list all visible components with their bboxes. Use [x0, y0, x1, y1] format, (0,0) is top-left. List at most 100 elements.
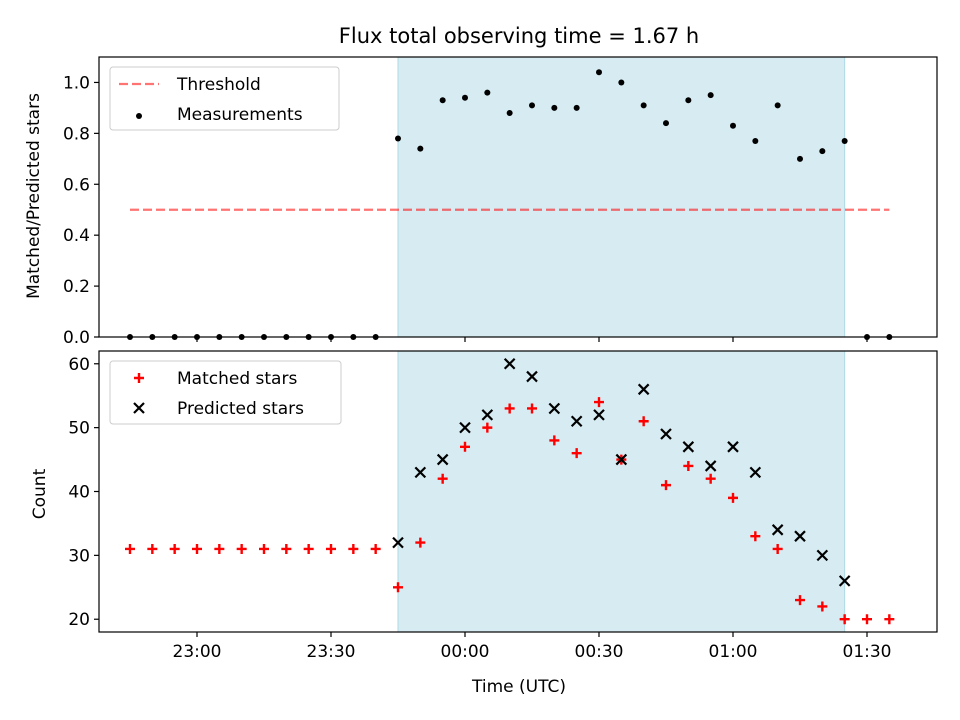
predicted-point — [771, 524, 784, 536]
bottom-y-axis-label: Count — [30, 468, 50, 519]
measurement-point — [640, 102, 647, 109]
y-tick-label: 0.0 — [63, 328, 90, 348]
y-tick-label: 0.2 — [63, 277, 90, 297]
matched-point — [504, 403, 515, 414]
legend-label: Threshold — [176, 75, 261, 95]
matched-point — [393, 582, 403, 593]
x-tick-label: 23:30 — [307, 642, 356, 662]
matched-point — [817, 601, 828, 612]
legend-frame — [109, 66, 340, 131]
predicted-point — [459, 421, 471, 434]
legend-frame — [109, 360, 342, 425]
matched-point — [259, 543, 269, 554]
matched-point — [549, 435, 560, 446]
matched-point — [728, 492, 738, 503]
bottom-panel: 20 30 40 50 60 23:00 23:30 00:00 00:30 01:00 01:30… — [68, 350, 938, 662]
predicted-point — [414, 466, 427, 479]
matched-point — [795, 595, 805, 606]
matched-point — [370, 543, 381, 554]
matched-point — [460, 441, 470, 452]
matched-point — [348, 543, 359, 554]
predicted-point — [637, 383, 650, 396]
legend-predicted-swatch — [133, 402, 145, 414]
predicted-point — [570, 415, 583, 428]
measurement-point — [417, 145, 424, 152]
predicted-point — [548, 402, 561, 415]
series-predicted-stars — [392, 357, 851, 587]
matched-point — [750, 531, 761, 542]
predicted-point — [727, 441, 739, 453]
x-tick-label: 01:30 — [843, 642, 892, 662]
matched-point — [482, 422, 493, 433]
y-tick-label: 30 — [68, 546, 90, 566]
measurement-point — [752, 138, 759, 144]
y-tick-label: 0.6 — [63, 175, 90, 195]
top-y-axis-label: Matched/Predicted stars — [24, 93, 44, 299]
measurement-point — [506, 110, 513, 116]
predicted-point — [660, 428, 672, 440]
legend-label: Measurements — [177, 105, 303, 125]
y-tick-label: 0.8 — [63, 124, 90, 144]
predicted-point — [838, 575, 851, 587]
measurement-point — [462, 94, 468, 101]
y-tick-label: 20 — [68, 610, 90, 630]
measurement-point — [797, 155, 803, 162]
matched-point — [862, 614, 872, 625]
predicted-point — [481, 409, 494, 421]
legend-matched-swatch — [134, 373, 144, 383]
x-axis-label: Time (UTC) — [471, 677, 566, 697]
chart-title: Flux total observing time = 1.67 h — [339, 24, 699, 48]
predicted-point — [682, 441, 695, 453]
measurement-point — [439, 97, 446, 104]
legend-label: Matched stars — [177, 369, 297, 389]
y-tick-label: 40 — [68, 483, 90, 503]
predicted-point — [436, 453, 449, 466]
matched-point — [772, 543, 783, 554]
legend-measurement-swatch — [136, 113, 142, 119]
matched-point — [661, 480, 671, 491]
predicted-point — [794, 530, 806, 542]
measurement-point — [663, 120, 669, 127]
measurement-point — [395, 135, 401, 142]
measurement-point — [707, 92, 714, 99]
legend: Threshold Measurements — [109, 66, 340, 131]
matched-point — [326, 543, 336, 554]
measurement-point — [685, 97, 692, 104]
y-tick-label: 0.4 — [63, 226, 90, 246]
matched-point — [147, 543, 158, 554]
matched-point — [236, 543, 247, 554]
measurement-point — [596, 69, 602, 76]
observing-span — [398, 57, 845, 337]
x-tick-label: 00:00 — [441, 642, 490, 662]
top-panel: 0.0 0.2 0.4 0.6 0.8 1.0 Threshold Measurements — [63, 56, 938, 348]
measurement-point — [551, 104, 558, 111]
predicted-point — [392, 536, 404, 549]
matched-point — [884, 614, 895, 625]
predicted-point — [615, 453, 628, 466]
legend-label: Predicted stars — [177, 399, 304, 419]
y-tick-label: 1.0 — [63, 73, 90, 93]
matched-point — [571, 448, 582, 459]
predicted-point — [704, 460, 717, 472]
x-tick-label: 01:00 — [709, 642, 758, 662]
matched-point — [683, 460, 694, 471]
plot-frame — [98, 56, 938, 338]
predicted-point — [593, 409, 605, 421]
predicted-point — [816, 549, 829, 562]
observing-span — [398, 351, 845, 632]
matched-point — [705, 473, 716, 484]
y-tick-label: 50 — [68, 419, 90, 439]
matched-point — [125, 543, 135, 554]
legend: Matched stars Predicted stars — [109, 360, 342, 425]
predicted-point — [526, 370, 538, 383]
y-tick-label: 60 — [68, 355, 90, 375]
measurement-point — [529, 102, 535, 109]
matched-point — [415, 537, 426, 548]
matched-point — [303, 543, 314, 554]
measurement-point — [730, 122, 736, 129]
x-tick-label: 00:30 — [575, 642, 624, 662]
measurement-point — [819, 148, 826, 155]
predicted-point — [503, 357, 516, 370]
measurement-point — [484, 89, 491, 96]
